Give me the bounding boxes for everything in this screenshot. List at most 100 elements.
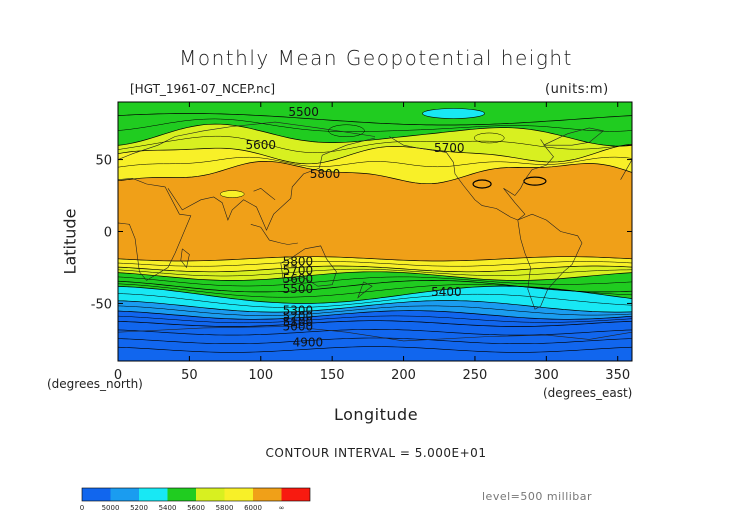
- colorbar-label: 6000: [244, 504, 262, 512]
- contour-label: 4900: [293, 335, 324, 349]
- contour-s5800: [118, 256, 632, 262]
- contour-s5300: [118, 300, 632, 313]
- contour-interval-label: CONTOUR INTERVAL = 5.000E+01: [265, 446, 487, 460]
- contour-deep-1: [118, 337, 632, 345]
- contour-n5600: [118, 123, 632, 147]
- colorbar-label: 5000: [102, 504, 120, 512]
- contour-s5700: [118, 265, 632, 273]
- colorbar-frame: [81, 487, 311, 502]
- colorbar-swatch: [224, 488, 253, 501]
- polar-low-cyan: [422, 108, 485, 119]
- coastline-8: [517, 213, 583, 310]
- contour-s5600: [118, 271, 632, 281]
- contour-label: 5500: [283, 282, 314, 296]
- contour-label: 5700: [283, 263, 314, 277]
- contour-s5100: [118, 320, 632, 327]
- contour-label: 5500: [288, 105, 319, 119]
- contour-deep-0: [118, 328, 632, 336]
- contour-n5500: [118, 113, 632, 126]
- color-bands: [118, 102, 632, 361]
- band-5500-5600: [118, 113, 632, 147]
- colorbar-swatch: [82, 488, 111, 501]
- coastline-9: [543, 127, 605, 146]
- x-tick-label: 350: [605, 368, 630, 383]
- band-5300-5200-south: [118, 300, 632, 320]
- contour-label: 5200: [283, 309, 314, 323]
- contour-mid-2: [118, 156, 632, 168]
- coastline-13: [253, 187, 276, 201]
- contour-mid-3: [118, 261, 632, 267]
- coastlines: [118, 121, 632, 342]
- band-5700-5800: [118, 144, 632, 184]
- coastline-5: [357, 281, 373, 299]
- band-5700-5600-south: [118, 266, 632, 281]
- coastline-2: [118, 177, 192, 281]
- contour-label: 5100: [283, 315, 314, 329]
- x-axis-label: Longitude: [333, 405, 419, 424]
- color-features: [219, 108, 485, 198]
- contour-label: 5800: [310, 167, 341, 181]
- contour-n5800: [118, 160, 632, 185]
- x-tick-label: 250: [463, 368, 488, 383]
- coastline-1: [118, 121, 376, 160]
- y-tick-label: 0: [104, 226, 112, 241]
- band-below-5100: [118, 320, 632, 361]
- tibet-high-yellow: [219, 190, 245, 198]
- chart-title: Monthly Mean Geopotential height: [179, 46, 573, 70]
- x-tick-label: 50: [181, 368, 198, 383]
- colorbar-swatch: [196, 488, 225, 501]
- contour-deep-2: [118, 346, 632, 353]
- colorbar-swatch: [281, 488, 310, 501]
- colorbar-label: 5200: [130, 504, 148, 512]
- coastline-0: [620, 152, 632, 180]
- pressure-level-label: level=500 millibar: [482, 490, 593, 503]
- y-tick-label: 50: [95, 154, 112, 169]
- x-tick-label: 200: [391, 368, 416, 383]
- dataset-filename: [HGT_1961-07_NCEP.nc]: [130, 82, 276, 96]
- contour-mid-4: [118, 268, 632, 277]
- contour-label: 5400: [431, 285, 462, 299]
- contour-mid-5: [118, 276, 632, 287]
- colorbar: 0 5000 5200 5400 5600 5800 6000 ∞: [80, 487, 311, 512]
- y-axis-ticks: 50 0 -50: [91, 154, 632, 312]
- x-tick-label: 0: [114, 368, 122, 383]
- coastline-12: [180, 248, 190, 269]
- contour-closed-0: [328, 124, 365, 138]
- contour-label: 5600: [246, 138, 277, 152]
- contour-lines: [118, 113, 632, 353]
- contour-mid-6: [118, 283, 632, 298]
- coastline-7: [503, 139, 554, 221]
- band-green-north: [118, 102, 632, 125]
- colorbar-swatch: [167, 488, 196, 501]
- y-units-label: (degrees_north): [47, 377, 143, 391]
- contour-label: 5300: [283, 304, 314, 318]
- band-5800-5700-south: [118, 256, 632, 272]
- colorbar-swatch: [139, 488, 168, 501]
- contour-high-na: [472, 179, 492, 189]
- coastline-3: [167, 137, 376, 231]
- contour-s5200: [118, 310, 632, 320]
- contour-mid-7: [118, 293, 632, 308]
- colorbar-label: 5400: [159, 504, 177, 512]
- contour-mid-8: [118, 305, 632, 316]
- contour-mid-9: [118, 315, 632, 324]
- contour-s5400: [118, 285, 632, 304]
- units-label: (units:m): [545, 82, 609, 97]
- band-5200-5100-south: [118, 310, 632, 327]
- colorbar-label: 5600: [187, 504, 205, 512]
- x-tick-label: 150: [320, 368, 345, 383]
- y-tick-label: -50: [91, 297, 112, 312]
- coastline-10: [118, 326, 632, 342]
- x-tick-label: 100: [248, 368, 273, 383]
- contour-s5500: [118, 280, 632, 293]
- contour-label: 5000: [283, 319, 314, 333]
- coastline-6: [389, 136, 518, 221]
- band-5600-5500-south: [118, 271, 632, 292]
- colorbar-label: 0: [80, 504, 84, 512]
- contour-label: 5700: [434, 141, 465, 155]
- contour-label: 5800: [283, 255, 314, 269]
- x-units-label: (degrees_east): [543, 386, 633, 400]
- contour-mid-0: [118, 118, 632, 132]
